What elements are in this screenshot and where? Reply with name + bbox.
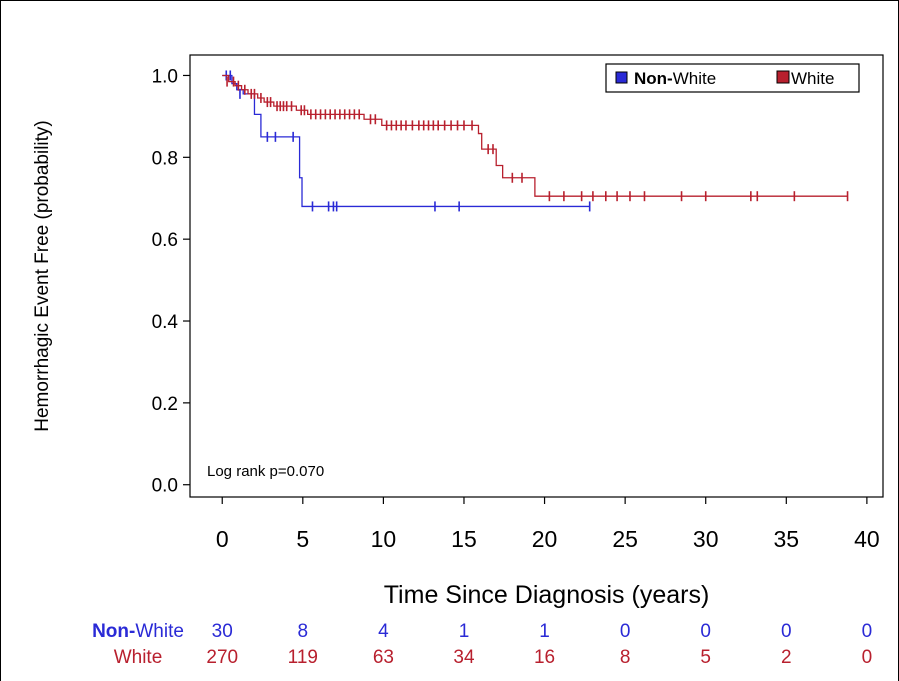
risk-count: 0 (620, 621, 631, 642)
risk-row-label-bold: Non- (92, 621, 135, 642)
x-tick-label: 10 (371, 526, 397, 552)
risk-count: 5 (700, 647, 711, 668)
x-tick-label: 35 (774, 526, 800, 552)
risk-count: 34 (453, 647, 475, 668)
y-tick-label: 0.8 (152, 148, 178, 169)
series-white (222, 74, 849, 202)
legend-box (605, 63, 860, 93)
risk-count: 4 (378, 621, 389, 642)
y-tick-label: 0.4 (152, 312, 179, 333)
x-tick-label: 0 (216, 526, 229, 552)
legend: Non-White White (605, 63, 860, 93)
risk-count: 2 (781, 647, 792, 668)
x-axis-label: Time Since Diagnosis (years) (384, 581, 710, 609)
km-curve-white (222, 74, 848, 197)
series-layer (222, 70, 849, 212)
legend-label-non-white-rest: White (673, 69, 716, 88)
risk-count: 16 (534, 647, 555, 668)
risk-count: 0 (862, 621, 873, 642)
x-tick-label: 30 (693, 526, 719, 552)
risk-count: 270 (206, 647, 238, 668)
risk-row-label: Non-White (92, 621, 184, 642)
x-tick-label: 5 (296, 526, 309, 552)
x-tick-label: 25 (612, 526, 638, 552)
risk-row-label-rest: White (114, 647, 163, 668)
risk-count: 63 (373, 647, 394, 668)
risk-count: 0 (700, 621, 711, 642)
legend-swatch-white (776, 70, 790, 84)
km-curve-non-white (222, 74, 590, 208)
risk-count: 0 (862, 647, 873, 668)
legend-label-non-white: Non-White (634, 69, 716, 88)
y-axis: 0.0 0.2 0.4 0.6 0.8 1.0 (152, 66, 190, 497)
risk-count: 30 (212, 621, 233, 642)
legend-swatch-non-white (615, 71, 628, 84)
plot-area (189, 54, 884, 498)
x-tick-label: 20 (532, 526, 558, 552)
risk-count: 119 (288, 647, 318, 668)
y-tick-label: 1.0 (152, 66, 178, 87)
y-tick-label: 0.2 (152, 394, 178, 415)
risk-count: 1 (539, 621, 550, 642)
x-tick-label: 40 (854, 526, 880, 552)
legend-label-white: White (791, 69, 834, 88)
risk-count: 0 (781, 621, 792, 642)
risk-row-label-rest: White (135, 621, 184, 642)
risk-count: 8 (620, 647, 631, 668)
legend-label-non-white-bold: Non- (634, 69, 673, 88)
y-tick-label: 0.0 (152, 476, 178, 497)
log-rank-annotation: Log rank p=0.070 (207, 463, 324, 480)
x-tick-label: 15 (451, 526, 477, 552)
risk-count: 8 (298, 621, 309, 642)
y-axis-label: Hemorrhagic Event Free (probability) (32, 120, 53, 432)
risk-row-label: White (114, 647, 163, 668)
risk-count: 1 (459, 621, 470, 642)
y-tick-label: 0.6 (152, 230, 178, 251)
x-axis: 0 5 10 15 20 25 30 35 40 (216, 497, 880, 552)
